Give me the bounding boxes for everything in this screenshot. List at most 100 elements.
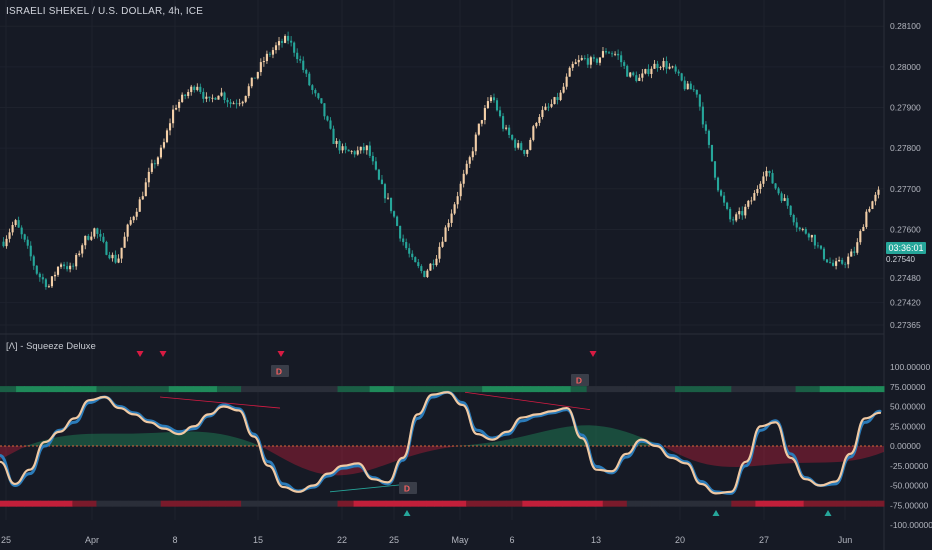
squeeze-bar-bottom <box>208 500 218 507</box>
candle-body <box>689 83 692 90</box>
squeeze-bar-top <box>442 386 451 393</box>
squeeze-bar-top <box>361 386 371 393</box>
candle-body <box>695 89 698 95</box>
squeeze-bar-bottom <box>241 500 250 507</box>
candle-body <box>877 189 880 195</box>
price-tick-label: 0.27600 <box>890 224 921 234</box>
candle-body <box>220 92 223 96</box>
squeeze-bar-top <box>739 386 748 393</box>
candle-body <box>389 197 393 212</box>
squeeze-bar-bottom <box>96 500 105 507</box>
squeeze-bar-bottom <box>851 500 861 507</box>
squeeze-bar-top <box>658 386 668 393</box>
bull-area <box>0 425 884 446</box>
time-axis[interactable]: 25 Apr 8 15 22 25 May 6 13 20 27 Jun <box>1 535 852 545</box>
candle-body <box>117 258 120 263</box>
candle-body <box>29 245 32 257</box>
candle-body <box>632 72 635 76</box>
candle-body <box>96 228 99 234</box>
squeeze-bar-bottom <box>0 500 9 507</box>
candle-body <box>432 263 435 266</box>
candle-body <box>562 86 565 93</box>
squeeze-bar-top <box>538 386 547 393</box>
candle-body <box>299 59 302 61</box>
candle-body <box>586 58 589 65</box>
squeeze-bar-top <box>128 386 138 393</box>
squeeze-bars <box>0 386 885 507</box>
candle-body <box>644 69 647 74</box>
candle-body <box>574 62 577 65</box>
squeeze-bar-top <box>24 386 33 393</box>
candle-body <box>241 101 244 104</box>
candle-body <box>795 222 798 228</box>
squeeze-bar-top <box>843 386 853 393</box>
bear-area <box>0 446 884 476</box>
candle-body <box>577 59 580 63</box>
squeeze-bar-bottom <box>128 500 138 507</box>
squeeze-bar-bottom <box>136 500 146 507</box>
indicator-title[interactable]: [Λ] - Squeeze Deluxe <box>6 341 96 352</box>
squeeze-bar-top <box>626 386 636 393</box>
candle-body <box>32 256 35 266</box>
candle-body <box>495 100 499 111</box>
candle-body <box>414 257 417 263</box>
candle-body <box>604 51 608 53</box>
candle-body <box>2 241 5 247</box>
candle-body <box>338 140 341 151</box>
candle-body <box>841 259 844 264</box>
squeeze-bar-bottom <box>425 500 435 507</box>
squeeze-bar-top <box>184 386 194 393</box>
indicator-tick-label: 25.00000 <box>890 421 926 431</box>
candle-body <box>293 42 296 53</box>
squeeze-bar-top <box>176 386 186 393</box>
candle-body <box>350 151 353 153</box>
candle-body <box>571 64 574 68</box>
candle-body <box>868 208 871 212</box>
candle-body <box>214 97 217 100</box>
candle-body <box>56 266 60 275</box>
squeeze-bar-top <box>168 386 178 393</box>
squeeze-bar-bottom <box>827 500 837 507</box>
candle-body <box>713 161 717 178</box>
candle-body <box>268 53 272 55</box>
candle-body <box>78 253 81 255</box>
candle-body <box>47 286 50 288</box>
divergence-badge <box>399 482 417 494</box>
candle-body <box>744 206 747 216</box>
candle-body <box>813 234 816 246</box>
candle-body <box>175 107 178 110</box>
candle-body <box>365 145 368 151</box>
fast-momentum-line <box>0 391 882 495</box>
squeeze-bar-top <box>610 386 620 393</box>
candle-body <box>610 53 614 55</box>
price-candles <box>2 31 880 290</box>
squeeze-bar-top <box>675 386 684 393</box>
candle-body <box>835 261 838 266</box>
squeeze-bar-top <box>345 386 355 393</box>
candle-body <box>822 248 826 260</box>
sell-signal-triangle <box>277 351 285 357</box>
squeeze-bar-top <box>867 386 877 393</box>
candle-body <box>526 149 529 154</box>
squeeze-bar-bottom <box>747 500 756 507</box>
squeeze-bar-bottom <box>811 500 821 507</box>
candle-body <box>23 234 26 240</box>
candle-body <box>205 96 208 99</box>
indicator-axis[interactable]: 100.00000 75.00000 50.00000 25.00000 0.00000… <box>890 362 932 530</box>
candle-body <box>517 143 520 148</box>
squeeze-bar-bottom <box>8 500 17 507</box>
candle-body <box>35 265 38 274</box>
price-tick-label: 0.28100 <box>890 21 921 31</box>
candle-body <box>535 122 538 127</box>
squeeze-bar-bottom <box>554 500 564 507</box>
price-axis[interactable]: 0.28100 0.28000 0.27900 0.27800 0.27700 0.276… <box>890 21 921 330</box>
candle-body <box>568 67 571 77</box>
squeeze-bar-bottom <box>610 500 620 507</box>
squeeze-bar-top <box>249 386 258 393</box>
squeeze-bar-bottom <box>80 500 89 507</box>
candle-body <box>323 103 326 117</box>
candle-body <box>653 63 656 69</box>
candle-body <box>123 236 126 248</box>
squeeze-bar-bottom <box>442 500 451 507</box>
candle-body <box>750 200 753 202</box>
